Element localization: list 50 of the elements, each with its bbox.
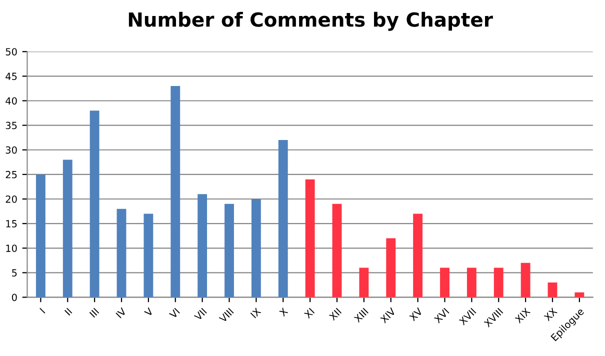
bar [251,199,261,298]
bar [278,140,288,298]
bar [386,238,396,298]
y-tick-label: 5 [12,269,17,277]
x-tick-label: XIX [514,307,531,324]
y-tick-label: 25 [6,170,17,178]
bar [90,110,100,298]
bar [548,282,558,298]
x-tick-label: VII [194,308,207,321]
bar [62,160,72,298]
x-tick-label: V [144,307,154,317]
bar [170,86,180,298]
bar [574,292,584,298]
y-tick-label: 15 [6,220,17,228]
bar [36,174,46,298]
y-tick-label: 10 [6,244,17,252]
bar [440,268,450,298]
y-tick-label: 35 [6,122,17,130]
bar [198,194,208,298]
bar [224,204,234,298]
x-tick-label: XIII [354,308,368,323]
x-tick-label: IX [250,307,262,318]
y-tick-label: 20 [6,195,17,203]
bar [116,208,126,298]
bar [520,262,530,298]
x-tick-label: XVI [434,308,450,324]
bar [466,268,476,298]
bar [494,268,504,298]
x-tick-label: II [64,308,72,316]
x-tick-label: XV [408,307,423,322]
x-tick-label: XII [328,308,342,321]
x-tick-label: X [278,307,288,317]
bar [332,204,342,298]
y-tick-label: 45 [6,72,17,80]
y-tick-label: 30 [6,146,17,154]
x-tick-label: III [89,308,100,318]
y-tick-label: 50 [6,48,17,56]
x-tick-label: I [40,308,46,314]
chart-title: Number of Comments by Chapter [128,12,493,31]
x-tick-label: VIII [218,308,234,323]
x-tick-label: XIV [380,307,396,324]
bar [413,214,423,298]
y-tick-label: 40 [6,97,17,105]
bar [305,179,315,298]
y-tick-label: 0 [12,294,17,302]
x-tick-label: IV [116,307,127,318]
bar [144,214,154,298]
x-tick-label: VI [168,308,180,319]
bar [359,268,369,298]
x-tick-label: XI [304,308,315,319]
